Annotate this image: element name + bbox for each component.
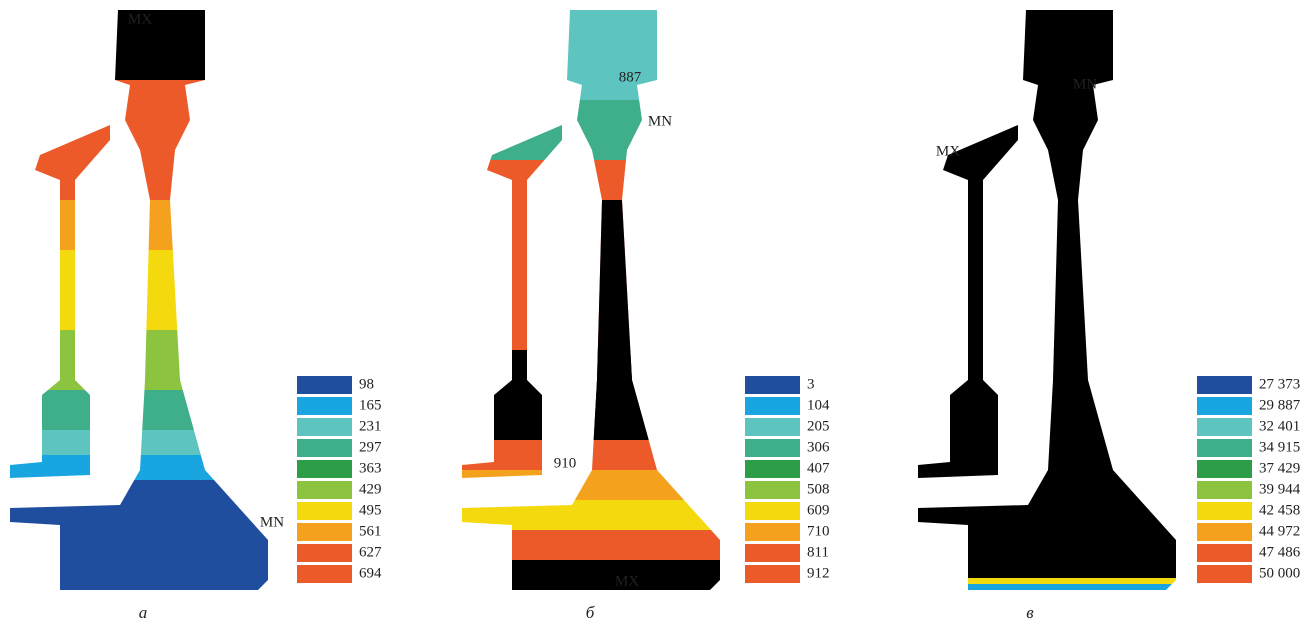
contour-band — [452, 100, 752, 160]
panel-label: а — [139, 603, 148, 622]
legend-swatch — [297, 565, 352, 583]
legend-label: 363 — [359, 460, 382, 476]
contour-band — [0, 200, 300, 250]
legend-swatch — [297, 439, 352, 457]
contour-band — [0, 250, 300, 330]
legend-swatch — [297, 418, 352, 436]
annotation: 887 — [619, 69, 642, 85]
legend-label: 50 000 — [1259, 565, 1300, 581]
legend-swatch — [1197, 397, 1252, 415]
legend-swatch — [745, 376, 800, 394]
legend-label: 27 373 — [1259, 376, 1300, 392]
panel — [0, 0, 300, 600]
contour-band — [572, 200, 652, 440]
legend-label: 710 — [807, 523, 830, 539]
annotation: MX — [128, 11, 152, 27]
legend-label: 39 944 — [1259, 481, 1301, 497]
legend-swatch — [297, 544, 352, 562]
legend-label: 429 — [359, 481, 382, 497]
legend-swatch — [1197, 460, 1252, 478]
legend-swatch — [745, 397, 800, 415]
legend-label: 609 — [807, 502, 830, 518]
legend-swatch — [745, 481, 800, 499]
legend-swatch — [1197, 418, 1252, 436]
legend-swatch — [745, 418, 800, 436]
figure: MX MN 98 165 231 297 363 429 495 561 627 694 а 887 MN 9… — [0, 0, 1311, 626]
legend-label: 306 — [807, 439, 830, 455]
legend-label: 42 458 — [1259, 502, 1300, 518]
legend-label: 29 887 — [1259, 397, 1301, 413]
legend-label: 47 486 — [1259, 544, 1301, 560]
contour-band — [452, 530, 752, 560]
panel — [908, 0, 1208, 600]
legend-label: 98 — [359, 376, 374, 392]
panel-label: б — [586, 603, 595, 622]
contour-plot — [452, 0, 752, 600]
legend-swatch — [1197, 376, 1252, 394]
contour-band — [908, 0, 1208, 578]
legend-swatch — [297, 460, 352, 478]
legend-label: 627 — [359, 544, 382, 560]
legend-swatch — [297, 502, 352, 520]
contour-band — [0, 390, 300, 430]
contour-band — [452, 560, 752, 600]
legend-swatch — [1197, 544, 1252, 562]
legend-label: 811 — [807, 544, 829, 560]
contour-band — [452, 0, 752, 100]
annotation: MN — [1073, 76, 1097, 92]
legend-label: 32 401 — [1259, 418, 1300, 434]
contour-band — [0, 455, 300, 480]
legend-swatch — [1197, 481, 1252, 499]
legend-swatch — [1197, 439, 1252, 457]
contour-band — [0, 330, 300, 390]
legend-swatch — [297, 376, 352, 394]
contour-plot — [0, 0, 300, 600]
legend-label: 104 — [807, 397, 830, 413]
annotation: MN — [648, 113, 672, 129]
panel-label: в — [1026, 603, 1034, 622]
legend-swatch — [297, 523, 352, 541]
legend-swatch — [1197, 523, 1252, 541]
contour-band — [0, 430, 300, 455]
legend-swatch — [745, 460, 800, 478]
contour-plot — [908, 0, 1208, 600]
legend-label: 37 429 — [1259, 460, 1300, 476]
legend-swatch — [1197, 565, 1252, 583]
legend-label: 165 — [359, 397, 382, 413]
legend-swatch — [745, 523, 800, 541]
annotation: MX — [936, 143, 960, 159]
legend-label: 34 915 — [1259, 439, 1300, 455]
legend-label: 407 — [807, 460, 830, 476]
legend-label: 44 972 — [1259, 523, 1300, 539]
legend-label: 694 — [359, 565, 382, 581]
contour-band — [908, 590, 1208, 600]
contour-band — [0, 80, 300, 200]
legend-label: 561 — [359, 523, 382, 539]
annotation: 910 — [554, 455, 577, 471]
contour-band — [452, 470, 752, 500]
legend-label: 3 — [807, 376, 815, 392]
annotation: MN — [260, 514, 284, 530]
legend-swatch — [745, 565, 800, 583]
legend-swatch — [297, 481, 352, 499]
panel — [452, 0, 752, 600]
legend-label: 508 — [807, 481, 830, 497]
contour-band — [452, 440, 752, 470]
contour-band — [908, 584, 1208, 590]
contour-band — [0, 480, 300, 600]
legend-label: 231 — [359, 418, 382, 434]
legend-label: 495 — [359, 502, 382, 518]
legend-label: 912 — [807, 565, 830, 581]
legend-swatch — [1197, 502, 1252, 520]
legend-label: 297 — [359, 439, 382, 455]
legend-swatch — [745, 439, 800, 457]
legend-swatch — [745, 544, 800, 562]
legend-swatch — [745, 502, 800, 520]
contour-band — [452, 500, 752, 530]
legend-swatch — [297, 397, 352, 415]
contour-band — [908, 578, 1208, 584]
annotation: MX — [615, 573, 639, 589]
legend-label: 205 — [807, 418, 830, 434]
